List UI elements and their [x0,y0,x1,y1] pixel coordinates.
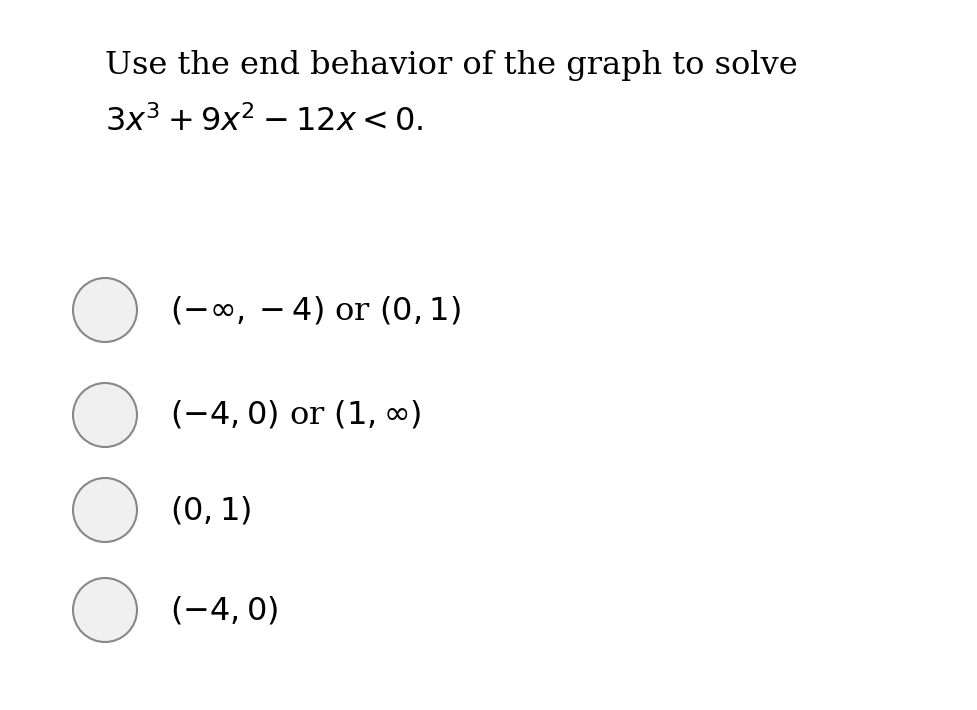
Circle shape [73,383,137,447]
Text: $(-4,0)$: $(-4,0)$ [170,594,277,626]
Text: $(0,1)$: $(0,1)$ [170,494,251,526]
Circle shape [73,278,137,342]
Text: $(-\infty,-4)$ or $(0,1)$: $(-\infty,-4)$ or $(0,1)$ [170,294,460,326]
Text: $3x^3 + 9x^2 - 12x < 0.$: $3x^3 + 9x^2 - 12x < 0.$ [105,105,423,138]
Circle shape [73,578,137,642]
Text: Use the end behavior of the graph to solve: Use the end behavior of the graph to sol… [105,50,797,81]
Circle shape [73,478,137,542]
Text: $(-4,0)$ or $(1,\infty)$: $(-4,0)$ or $(1,\infty)$ [170,399,421,431]
